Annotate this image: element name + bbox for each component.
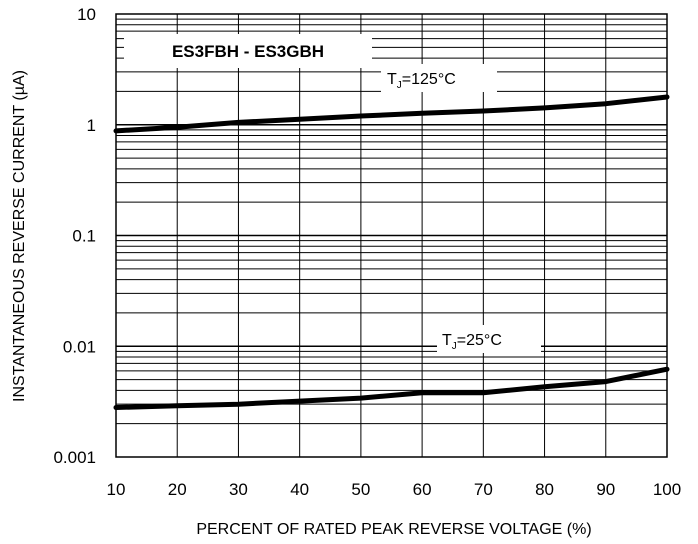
x-tick-label: 90 <box>596 480 615 499</box>
y-tick-label: 1 <box>87 116 96 135</box>
series-layer <box>113 94 670 410</box>
x-tick-label: 70 <box>474 480 493 499</box>
x-tick-label: 40 <box>290 480 309 499</box>
y-tick-label: 0.1 <box>72 227 96 246</box>
series-label-125-text: TJ=125°C <box>387 71 456 91</box>
series-label-25-background <box>437 325 541 353</box>
tick-labels: 10 20 30 40 50 60 70 80 90 100 0.001 0.01 0.1 1 10 <box>53 5 681 499</box>
x-tick-label: 100 <box>653 480 681 499</box>
series-label-25-text: TJ=25°C <box>442 332 502 352</box>
x-tick-label: 50 <box>351 480 370 499</box>
series-line-1 <box>113 366 670 410</box>
series-label-125: TJ=125°C <box>381 64 497 92</box>
chart-title-background <box>124 34 372 68</box>
x-tick-label: 30 <box>229 480 248 499</box>
series-label-125-background <box>381 64 497 92</box>
x-tick-label: 60 <box>413 480 432 499</box>
y-tick-label: 0.001 <box>53 448 96 467</box>
x-tick-label: 20 <box>168 480 187 499</box>
plot-frame <box>115 13 668 458</box>
series-label-25: TJ=25°C <box>437 325 541 353</box>
x-tick-label: 80 <box>535 480 554 499</box>
chart-title-box: ES3FBH - ES3GBH <box>124 34 372 68</box>
chart-title: ES3FBH - ES3GBH <box>172 42 324 61</box>
x-tick-label: 10 <box>107 480 126 499</box>
y-tick-label: 0.01 <box>63 337 96 356</box>
series-line-0 <box>113 94 670 134</box>
y-tick-label: 10 <box>77 5 96 24</box>
y-axis-title: INSTANTANEOUS REVERSE CURRENT (µA) <box>11 70 28 402</box>
x-axis-title: PERCENT OF RATED PEAK REVERSE VOLTAGE (%… <box>196 521 591 538</box>
